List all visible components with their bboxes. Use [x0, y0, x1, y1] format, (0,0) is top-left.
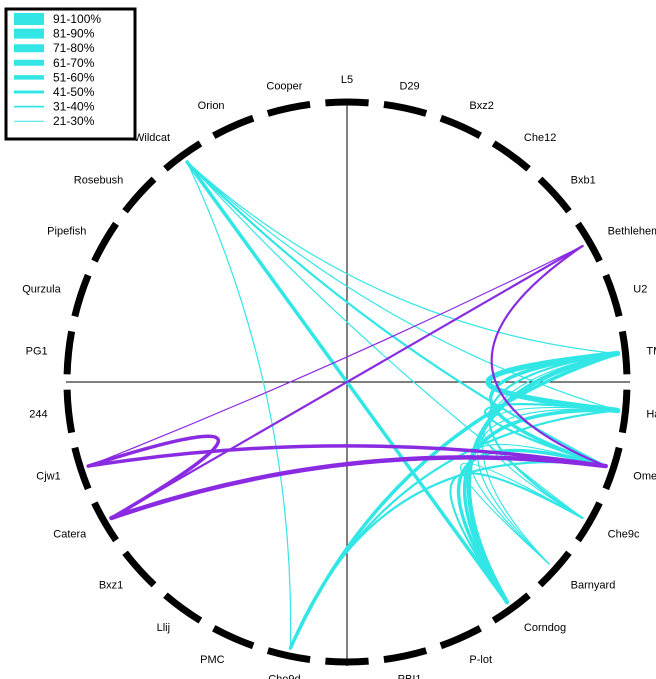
node-arc-cooper [266, 100, 311, 117]
link-tm4-che9c [488, 352, 619, 520]
legend-label-6: 31-40% [53, 100, 95, 114]
link-halo-barnyard [477, 408, 619, 565]
link-halo-omega [483, 403, 619, 468]
link-che9c-barnyard [459, 462, 584, 565]
node-arc-llij [163, 592, 203, 624]
link-che9d-omega [289, 461, 607, 650]
node-arc-pipefish [91, 221, 119, 263]
node-arc-bxb1 [537, 176, 572, 214]
node-arc-qurzula [71, 273, 92, 318]
link-wildcat-che9d [186, 161, 292, 649]
node-arc-pg1 [63, 330, 76, 375]
node-label-bethlehem: Bethlehem [608, 226, 656, 238]
node-arc-orion [212, 114, 255, 139]
link-bethlehem-cjw1 [87, 245, 584, 467]
node-arc-rosebush [122, 176, 157, 214]
node-arc-tm4 [618, 330, 631, 375]
node-label-halo: Halo [646, 409, 656, 421]
node-label-cooper: Cooper [266, 81, 302, 93]
node-label-cjw1: Cjw1 [36, 471, 60, 483]
node-label-244: 244 [29, 409, 47, 421]
node-label-u2: U2 [633, 283, 647, 295]
link-wildcat-tm4 [186, 161, 619, 355]
node-label-qurzula: Qurzula [22, 283, 61, 295]
link-tm4-barnyard [482, 352, 619, 565]
node-label-p-lot: P-lot [469, 654, 492, 666]
node-arc-d29 [383, 100, 428, 117]
node-label-tm4: TM4 [646, 345, 656, 357]
node-arc-catera [91, 501, 119, 543]
link-wildcat-halo [186, 161, 619, 412]
node-arc-che9c [575, 501, 603, 543]
node-label-rosebush: Rosebush [74, 174, 124, 186]
node-label-layer: L5 D29 Bxz2 Che12 Bxb1 Bethlehem U2 TM4 Halo Omeg… [22, 74, 656, 679]
node-label-bxz2: Bxz2 [469, 100, 493, 112]
node-arc-wildcat [163, 140, 203, 172]
node-arc-che8 [325, 657, 369, 666]
node-arc-pmc [212, 625, 255, 650]
node-label-llij: Llij [157, 622, 170, 634]
link-corndog-halo [462, 408, 620, 604]
node-label-che9c: Che9c [608, 529, 640, 541]
node-label-bxz1: Bxz1 [99, 580, 123, 592]
node-arc-u2 [602, 273, 623, 318]
link-corndog-tm4 [466, 351, 620, 605]
link-tm4-halo [485, 350, 621, 414]
link-layer [86, 160, 621, 650]
link-omega-catera [109, 455, 608, 521]
node-label-d29: D29 [399, 81, 419, 93]
link-corndog-omega [456, 448, 608, 604]
legend-label-7: 21-30% [53, 114, 95, 128]
node-label-pipefish: Pipefish [47, 226, 86, 238]
node-arc-corndog [491, 592, 531, 624]
link-bethlehem-catera [110, 244, 584, 520]
legend-label-1: 81-90% [53, 27, 95, 41]
link-corndog-che9c [449, 472, 584, 604]
legend-label-5: 41-50% [53, 85, 95, 99]
node-label-bxb1: Bxb1 [571, 174, 596, 186]
legend-label-2: 71-80% [53, 41, 95, 55]
node-arc-cjw1 [71, 446, 92, 491]
link-che9d-tm4 [288, 351, 620, 650]
node-label-pbi1: PBI1 [398, 673, 422, 679]
node-arc-halo [618, 389, 631, 434]
legend-label-3: 61-70% [53, 56, 95, 70]
node-label-wildcat: Wildcat [134, 132, 170, 144]
node-ring [63, 98, 631, 666]
node-label-orion: Orion [198, 100, 225, 112]
node-arc-che9d [266, 647, 311, 664]
link-tm4-omega [489, 351, 620, 468]
node-label-corndog: Corndog [524, 622, 566, 634]
node-arc-bxz1 [122, 550, 157, 588]
node-label-l5: L5 [341, 74, 353, 86]
link-halo-che9c [483, 406, 619, 519]
node-arc-bxz2 [439, 114, 482, 139]
link-cjw1-catera [86, 434, 220, 520]
link-wildcat-omega [186, 160, 607, 468]
node-label-omega: Omega [633, 471, 656, 483]
link-omega-barnyard [469, 443, 607, 565]
link-bethlehem-omega [490, 244, 607, 468]
node-arc-omega [602, 446, 623, 491]
node-label-che9d: Che9d [268, 673, 300, 679]
node-label-barnyard: Barnyard [571, 580, 616, 592]
link-omega-cjw1 [86, 444, 608, 468]
node-arc-pbi1 [383, 647, 428, 664]
node-label-che12: Che12 [524, 132, 556, 144]
node-arc-p-lot [439, 625, 482, 650]
node-label-pg1: PG1 [26, 345, 48, 357]
node-arc-244 [63, 389, 76, 434]
legend-label-4: 51-60% [53, 70, 95, 84]
node-arc-bethlehem [575, 221, 603, 263]
link-wildcat-che9c [186, 161, 584, 519]
node-arc-che12 [491, 140, 531, 172]
node-label-pmc: PMC [200, 654, 225, 666]
legend-label-0: 91-100% [53, 12, 101, 26]
legend: 91-100%81-90%71-80%61-70%51-60%41-50%31-… [4, 7, 137, 141]
node-arc-l5 [325, 98, 369, 107]
node-label-catera: Catera [53, 529, 87, 541]
node-arc-barnyard [537, 550, 572, 588]
